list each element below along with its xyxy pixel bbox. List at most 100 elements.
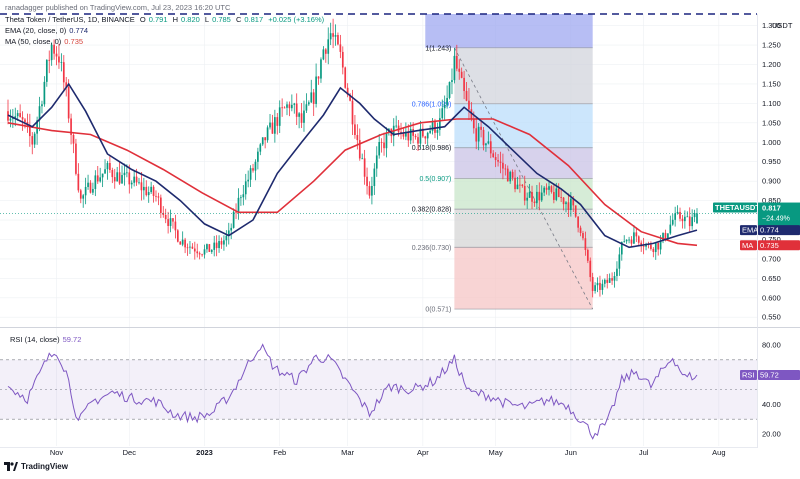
candle-down xyxy=(283,106,286,109)
candle-down xyxy=(252,163,254,173)
rsi-tag-badge[interactable]: RSI xyxy=(740,370,757,381)
rsi-label: RSI (14, close) xyxy=(10,335,60,344)
candle-up xyxy=(696,208,698,224)
legend-rsi[interactable]: RSI (14, close) 59.72 xyxy=(10,335,84,344)
candle-down xyxy=(414,133,417,140)
candle-up xyxy=(50,42,53,66)
candle-down xyxy=(523,175,526,206)
candle-body xyxy=(657,242,660,250)
candle-body xyxy=(351,100,354,125)
candle-up xyxy=(405,122,407,141)
candle-down xyxy=(538,182,541,211)
candle-down xyxy=(390,128,393,143)
ema20-line[interactable] xyxy=(7,82,698,249)
candle-up xyxy=(674,206,677,227)
candle-down xyxy=(400,122,402,140)
candle-up xyxy=(618,247,621,276)
candle-up xyxy=(244,173,247,200)
symbol-name[interactable]: Theta Token / TetherUS, 1D, BINANCE xyxy=(5,15,135,24)
ma-tag-badge[interactable]: MA xyxy=(740,240,757,251)
candle-down xyxy=(468,88,470,120)
candle-down xyxy=(383,132,385,156)
candle-up xyxy=(451,68,453,95)
ema-value-badge-text: 0.774 xyxy=(760,226,779,235)
candle-body xyxy=(244,181,247,195)
candle-body xyxy=(472,118,475,129)
symbol-tag-badge[interactable]: THETAUSDT xyxy=(713,202,760,213)
price-tick-label: 0.550 xyxy=(762,313,781,322)
candle-down xyxy=(657,241,660,256)
candle-down xyxy=(354,115,356,139)
candle-body xyxy=(62,62,65,83)
candle-up xyxy=(254,159,257,181)
candle-up xyxy=(684,210,686,229)
candle-body xyxy=(48,59,51,61)
candle-up xyxy=(485,142,487,152)
candle-body xyxy=(75,143,77,174)
ema-tag-badge[interactable]: EMA xyxy=(740,225,758,236)
candle-down xyxy=(324,48,327,63)
candle-down xyxy=(366,167,368,195)
candle-down xyxy=(337,32,339,46)
candle-down xyxy=(635,227,638,242)
candle-up xyxy=(429,125,431,135)
candle-body xyxy=(138,182,140,184)
candle-body xyxy=(133,176,136,183)
candle-body xyxy=(220,241,223,245)
candle-body xyxy=(237,197,240,213)
candle-down xyxy=(140,172,143,201)
rsi-line[interactable] xyxy=(7,343,698,440)
candle-up xyxy=(443,95,446,120)
candle-down xyxy=(339,34,342,59)
price-tick-label: 1.000 xyxy=(762,138,781,147)
candle-up xyxy=(395,115,398,129)
rsi-tick-label: 80.00 xyxy=(762,340,781,349)
ema-tag-badge-bg xyxy=(740,225,757,236)
ma-value-badge[interactable]: 0.735 xyxy=(758,240,800,251)
candle-body xyxy=(455,55,458,69)
candle-body xyxy=(269,122,271,128)
legend-ma[interactable]: MA (50, close, 0) 0.735 xyxy=(5,37,86,46)
candle-body xyxy=(603,279,606,284)
ma-value-badge-text: 0.735 xyxy=(760,241,779,250)
candle-body xyxy=(118,172,121,184)
candle-up xyxy=(686,211,689,218)
candle-down xyxy=(276,113,279,135)
tradingview-logo[interactable]: TradingView xyxy=(4,462,68,471)
legend-ema[interactable]: EMA (20, close, 0) 0.774 xyxy=(5,26,91,35)
time-tick-label: Dec xyxy=(123,448,137,457)
rsi-value-badge[interactable]: 59.72 xyxy=(758,370,800,381)
candle-up xyxy=(526,192,529,209)
ma50-line[interactable] xyxy=(7,118,698,247)
candle-down xyxy=(422,123,424,138)
candle-body xyxy=(278,107,281,126)
fib-level-label: 0.786(1.099) xyxy=(412,101,452,108)
candle-body xyxy=(19,113,21,118)
rsi-pane[interactable] xyxy=(0,343,757,440)
fib-retracement[interactable]: 1(1.243) 0.786(1.099) 0.618(0.986) 0.5(0.90… xyxy=(412,14,594,314)
candle-body xyxy=(438,118,441,130)
ema-value-badge[interactable]: 0.774 xyxy=(758,225,800,236)
fib-level-label: 0.236(0.730) xyxy=(412,245,452,252)
candle-body xyxy=(24,119,26,123)
price-tick-label: 0.600 xyxy=(762,293,781,302)
candle-up xyxy=(123,163,126,186)
candle-down xyxy=(159,194,162,219)
price-tick-label: 1.050 xyxy=(762,118,781,127)
candle-body xyxy=(368,186,371,196)
candle-body xyxy=(511,171,514,178)
candle-down xyxy=(53,39,55,60)
candle-body xyxy=(422,128,424,137)
candle-body xyxy=(14,116,17,119)
candle-body xyxy=(164,214,167,220)
candle-down xyxy=(220,237,223,249)
candle-body xyxy=(128,172,131,185)
candle-body xyxy=(45,59,48,82)
candle-down xyxy=(191,243,194,250)
candle-body xyxy=(77,173,80,191)
candle-body xyxy=(264,137,267,141)
candle-body xyxy=(109,162,111,170)
candle-body xyxy=(499,161,502,163)
